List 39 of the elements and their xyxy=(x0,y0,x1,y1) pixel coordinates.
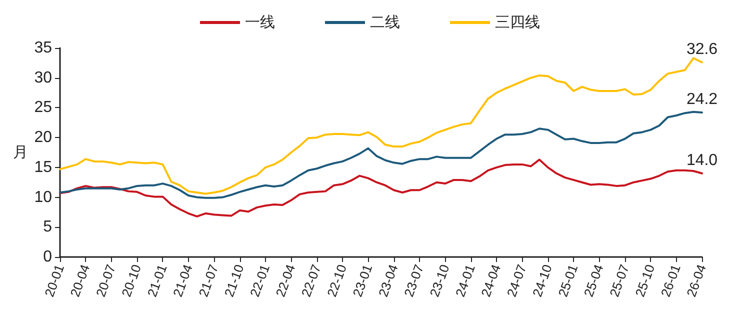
legend-label: 一线 xyxy=(245,14,275,31)
y-tick-label: 15 xyxy=(34,158,52,176)
x-tick-label: 24-10 xyxy=(530,262,555,299)
x-tick-label: 23-07 xyxy=(401,262,427,299)
legend-label: 二线 xyxy=(370,14,400,31)
x-tick-label: 25-01 xyxy=(555,262,581,299)
x-tick-label: 26-01 xyxy=(658,262,684,299)
x-tick-label: 22-04 xyxy=(272,262,298,299)
data-label: 24.2 xyxy=(686,90,718,108)
data-label: 32.6 xyxy=(686,40,718,58)
y-tick-label: 25 xyxy=(34,99,52,116)
x-tick-label: 22-07 xyxy=(298,262,324,299)
x-tick-label: 24-07 xyxy=(504,262,530,299)
x-tick-label: 22-10 xyxy=(324,262,350,299)
x-tick-label: 21-01 xyxy=(144,262,170,299)
x-tick-label: 25-10 xyxy=(632,262,658,299)
x-tick-label: 23-10 xyxy=(426,262,452,299)
x-tick-label: 25-07 xyxy=(606,262,632,299)
x-tick-label: 23-01 xyxy=(350,262,376,299)
x-tick-label: 20-10 xyxy=(118,262,144,299)
x-tick-label: 21-07 xyxy=(196,262,222,299)
y-tick-label: 10 xyxy=(34,188,52,206)
data-label: 14.0 xyxy=(686,152,718,169)
x-tick-label: 20-07 xyxy=(92,262,118,299)
x-tick-label: 23-04 xyxy=(375,262,401,299)
legend-label: 三四线 xyxy=(495,14,540,31)
x-tick-label: 22-01 xyxy=(247,262,272,299)
y-tick-label: 5 xyxy=(43,218,52,236)
x-tick-label: 25-04 xyxy=(580,262,606,299)
y-tick-label: 30 xyxy=(34,69,52,86)
y-tick-label: 35 xyxy=(34,40,52,56)
y-axis-title: 月 xyxy=(13,144,28,161)
y-tick-label: 20 xyxy=(34,129,52,146)
x-tick-label: 21-10 xyxy=(221,262,247,299)
x-tick-label: 24-01 xyxy=(452,262,478,299)
x-tick-label: 20-04 xyxy=(67,262,93,299)
x-tick-label: 26-04 xyxy=(684,262,710,299)
x-tick-label: 24-04 xyxy=(478,262,504,299)
x-tick-label: 21-04 xyxy=(170,262,196,299)
